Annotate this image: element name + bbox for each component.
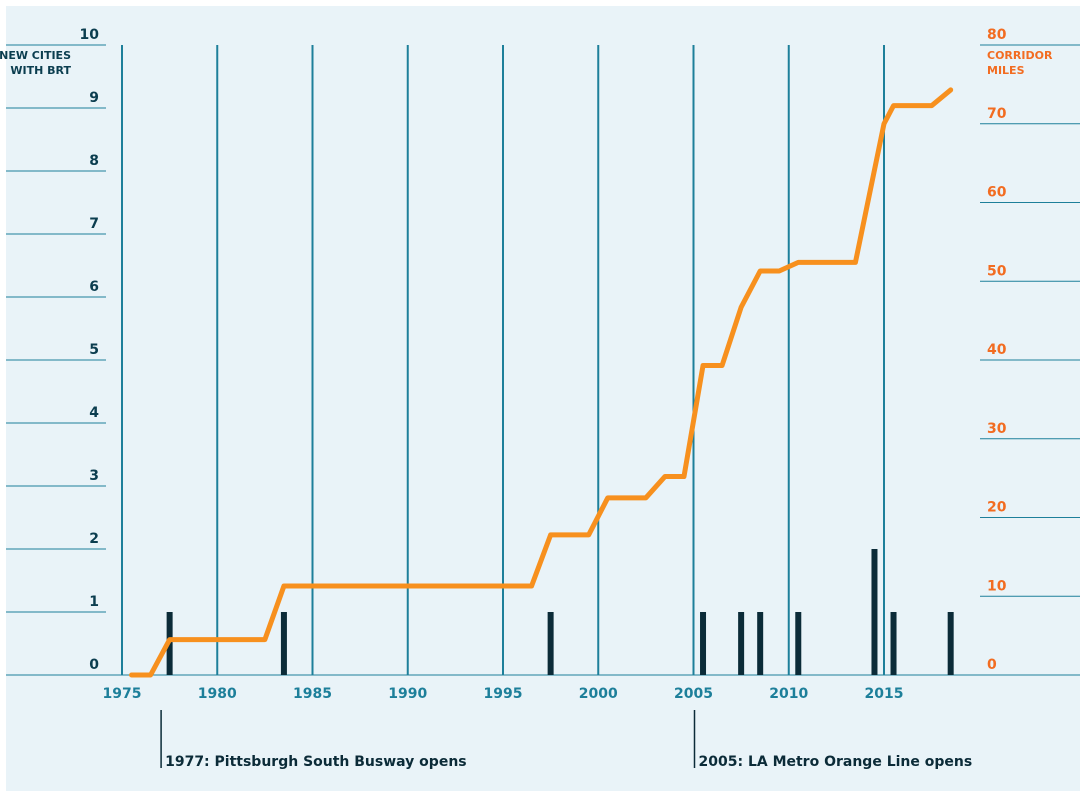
- annotation-text-1977: 1977: Pittsburgh South Busway opens: [165, 754, 467, 770]
- corridor-miles-line: [129, 87, 954, 678]
- line-series-group: [129, 87, 954, 678]
- right-tick-60: 60: [987, 185, 1007, 201]
- left-tick-7: 7: [89, 216, 99, 232]
- left-tick-8: 8: [89, 153, 99, 169]
- x-tick-2010: 2010: [769, 686, 808, 702]
- right-tick-80: 80: [987, 27, 1007, 43]
- x-axis: 1975 1980 1985 1990 1995 2000 2005 2010 2015: [103, 686, 904, 702]
- left-tick-5: 5: [89, 342, 99, 358]
- right-axis: 0 10 20 30 40 50 60 70 80: [987, 27, 1007, 673]
- bar-2018.5: [947, 612, 954, 675]
- right-tick-30: 30: [987, 421, 1007, 437]
- x-tick-1990: 1990: [388, 686, 427, 702]
- right-tick-10: 10: [987, 578, 1007, 594]
- bar-1997.5: [547, 612, 554, 675]
- x-tick-2015: 2015: [865, 686, 904, 702]
- left-tick-4: 4: [89, 405, 99, 421]
- left-tick-2: 2: [89, 531, 99, 547]
- x-tick-2005: 2005: [674, 686, 713, 702]
- left-axis: 0 1 2 3 4 5 6 7 8 9 10: [80, 27, 100, 673]
- right-axis-label-line2: MILES: [987, 64, 1025, 77]
- left-tick-6: 6: [89, 279, 99, 295]
- bar-2015.5: [890, 612, 897, 675]
- right-tick-70: 70: [987, 106, 1007, 122]
- left-axis-label-line2: WITH BRT: [10, 64, 71, 77]
- right-tick-0: 0: [987, 657, 997, 673]
- right-axis-label-line1: CORRIDOR: [987, 49, 1053, 62]
- x-tick-1985: 1985: [293, 686, 332, 702]
- left-axis-label-line1: NEW CITIES: [0, 49, 71, 62]
- bar-1983.5: [280, 612, 287, 675]
- x-tick-1975: 1975: [103, 686, 142, 702]
- right-tick-20: 20: [987, 500, 1007, 516]
- x-tick-1980: 1980: [198, 686, 237, 702]
- right-tick-40: 40: [987, 342, 1007, 358]
- x-tick-1995: 1995: [484, 686, 523, 702]
- left-tick-0: 0: [89, 657, 99, 673]
- left-tick-3: 3: [89, 468, 99, 484]
- bar-2005.5: [700, 612, 707, 675]
- bar-2014.5: [871, 549, 878, 675]
- right-tick-50: 50: [987, 263, 1007, 279]
- decade-gridlines: [121, 45, 885, 675]
- left-tick-9: 9: [89, 90, 99, 106]
- x-tick-2000: 2000: [579, 686, 618, 702]
- bar-2010.5: [795, 612, 802, 675]
- left-tick-10: 10: [80, 27, 100, 43]
- bar-2008.5: [757, 612, 764, 675]
- bar-2007.5: [738, 612, 745, 675]
- annotations: 1977: Pittsburgh South Busway opens 2005:…: [160, 710, 973, 770]
- chart-background: [6, 6, 1080, 791]
- horizontal-gridlines: [6, 44, 1080, 676]
- annotation-text-2005: 2005: LA Metro Orange Line opens: [699, 754, 973, 770]
- left-tick-1: 1: [89, 594, 99, 610]
